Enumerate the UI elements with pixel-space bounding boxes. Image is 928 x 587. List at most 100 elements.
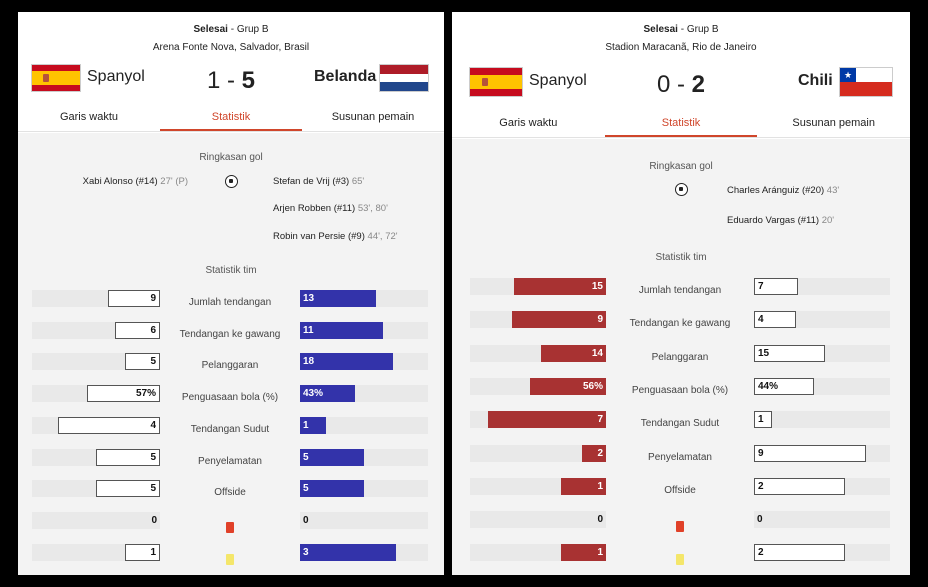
stat-label: Tendangan ke gawang [179, 329, 281, 340]
stat-label: Tendangan Sudut [640, 418, 720, 429]
goal-summary-title: Ringkasan gol [199, 152, 263, 163]
away-stat-bar: 4 [754, 311, 796, 328]
away-stat-track: 2 [754, 478, 890, 495]
away-stat-track: 3 [300, 544, 428, 561]
match-status: Selesai - Grup B [643, 24, 719, 35]
home-stat-track: 14 [470, 345, 606, 362]
tab-statistics[interactable]: Statistik [604, 112, 758, 137]
away-stat-bar: 3 [300, 544, 396, 561]
away-stat-track: 43% [300, 385, 428, 402]
home-stat-track: 1 [470, 478, 606, 495]
home-stat-bar: 5 [96, 480, 160, 497]
tab-bar: Garis waktu Statistik Susunan pemain [18, 106, 444, 132]
away-stat-bar: 9 [754, 445, 866, 462]
home-stat-bar: 56% [530, 378, 606, 395]
away-stat-track: 0 [300, 512, 428, 529]
match-panel-spain-chile: Selesai - Grup B Stadion Maracanã, Rio d… [452, 12, 910, 575]
away-team-name[interactable]: Chili [798, 72, 833, 89]
away-stat-track: 15 [754, 345, 890, 362]
spain-flag-icon [470, 68, 522, 96]
home-stat-track: 0 [470, 511, 606, 528]
home-stat-track: 0 [32, 512, 160, 529]
match-score: 0 - 2 [656, 71, 706, 98]
home-stat-track: 5 [32, 353, 160, 370]
away-stat-bar: 0 [757, 514, 763, 525]
away-stat-track: 11 [300, 322, 428, 339]
home-stat-bar: 57% [87, 385, 160, 402]
home-stat-track: 15 [470, 278, 606, 295]
away-stat-bar: 13 [300, 290, 376, 307]
away-stat-track: 1 [754, 411, 890, 428]
away-goal-0: Stefan de Vrij (#3) 65' [273, 176, 365, 187]
away-stat-bar: 2 [754, 478, 845, 495]
venue: Stadion Maracanã, Rio de Janeiro [605, 42, 757, 53]
away-stat-track: 9 [754, 445, 890, 462]
away-stat-bar: 1 [754, 411, 772, 428]
home-stat-track: 57% [32, 385, 160, 402]
home-goal-0: Xabi Alonso (#14) 27' (P) [82, 176, 188, 187]
away-stat-bar: 15 [754, 345, 825, 362]
home-stat-track: 9 [470, 311, 606, 328]
home-stat-bar: 14 [541, 345, 606, 362]
home-stat-track: 1 [32, 544, 160, 561]
away-stat-track: 44% [754, 378, 890, 395]
home-stat-bar: 1 [125, 544, 160, 561]
stat-label: Penguasaan bola (%) [181, 392, 279, 403]
yellow-card-icon [226, 554, 234, 565]
away-stat-track: 18 [300, 353, 428, 370]
home-stat-bar: 0 [597, 514, 603, 525]
tab-timeline[interactable]: Garis waktu [59, 111, 119, 123]
stat-label: Penyelamatan [648, 452, 712, 463]
home-stat-track: 5 [32, 449, 160, 466]
away-stat-bar: 1 [300, 417, 326, 434]
away-stat-track: 4 [754, 311, 890, 328]
away-stat-track: 0 [754, 511, 890, 528]
tab-bar: Garis waktu Statistik Susunan pemain [452, 112, 910, 138]
home-stat-bar: 9 [512, 311, 606, 328]
stat-label: Penyelamatan [198, 456, 262, 467]
away-stat-bar: 0 [303, 515, 309, 526]
stat-label: Offside [214, 487, 246, 498]
tab-lineups[interactable]: Susunan pemain [331, 111, 415, 123]
home-stat-bar: 9 [108, 290, 160, 307]
home-team-name[interactable]: Spanyol [529, 72, 587, 89]
away-stat-bar: 2 [754, 544, 845, 561]
home-stat-track: 1 [470, 544, 606, 561]
home-stat-bar: 6 [115, 322, 160, 339]
home-stat-bar: 5 [96, 449, 160, 466]
away-stat-bar: 43% [300, 385, 355, 402]
home-stat-track: 7 [470, 411, 606, 428]
stat-label: Pelanggaran [651, 352, 709, 363]
home-stat-bar: 2 [582, 445, 606, 462]
home-stat-track: 56% [470, 378, 606, 395]
match-score: 1 - 5 [206, 67, 256, 94]
away-stat-track: 5 [300, 480, 428, 497]
red-card-icon [226, 522, 234, 533]
stat-label: Tendangan Sudut [190, 424, 270, 435]
tab-lineups[interactable]: Susunan pemain [792, 117, 875, 129]
match-status: Selesai - Grup B [193, 24, 269, 35]
away-goal-2: Robin van Persie (#9) 44', 72' [273, 231, 398, 242]
home-stat-bar: 7 [488, 411, 606, 428]
tab-timeline[interactable]: Garis waktu [499, 117, 558, 129]
stat-label: Jumlah tendangan [638, 285, 722, 296]
stat-label: Penguasaan bola (%) [631, 385, 729, 396]
goal-summary-title: Ringkasan gol [649, 161, 713, 172]
home-team-name[interactable]: Spanyol [87, 68, 145, 85]
away-team-name[interactable]: Belanda [314, 68, 377, 85]
away-goal-1: Arjen Robben (#11) 53', 80' [273, 203, 388, 214]
away-stat-track: 5 [300, 449, 428, 466]
stat-label: Pelanggaran [201, 360, 259, 371]
home-stat-bar: 5 [125, 353, 160, 370]
home-stat-track: 2 [470, 445, 606, 462]
netherlands-flag-icon [380, 65, 428, 91]
team-stats-title: Statistik tim [205, 265, 257, 276]
away-goal-1: Eduardo Vargas (#11) 20' [727, 215, 835, 226]
away-stat-bar: 44% [754, 378, 814, 395]
home-stat-bar: 1 [561, 478, 606, 495]
tab-statistics[interactable]: Statistik [160, 106, 302, 131]
away-stat-bar: 18 [300, 353, 393, 370]
away-stat-track: 1 [300, 417, 428, 434]
stat-label: Tendangan ke gawang [629, 318, 731, 329]
team-stats-title: Statistik tim [655, 252, 707, 263]
